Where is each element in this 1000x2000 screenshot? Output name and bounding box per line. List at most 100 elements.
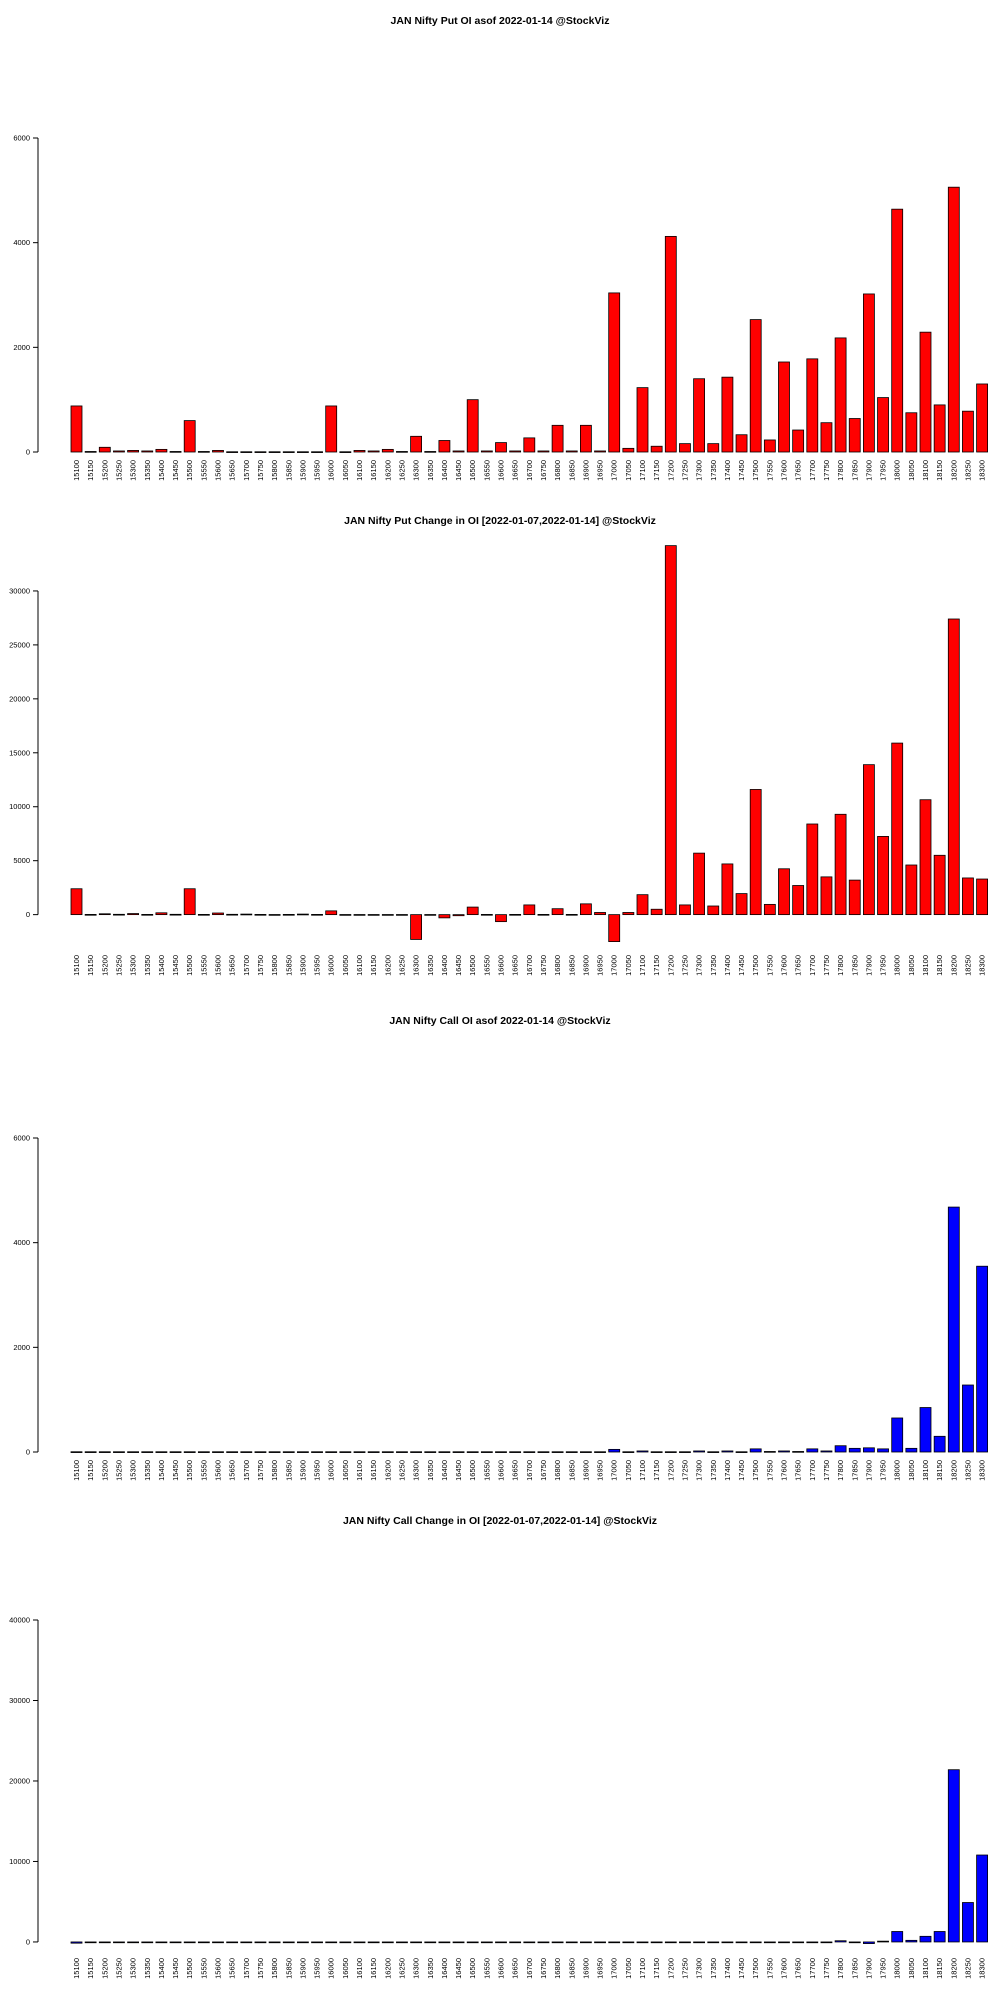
bar-16250 — [396, 1451, 408, 1453]
x-tick-label: 17500 — [751, 1958, 760, 1979]
x-tick-label: 16400 — [440, 955, 449, 976]
bar-15700 — [240, 451, 253, 453]
x-tick-label: 17300 — [695, 1958, 704, 1979]
bar-17750 — [820, 1941, 833, 1944]
x-tick-label: 15700 — [242, 955, 251, 976]
x-tick-label: 17800 — [836, 1958, 845, 1979]
chart-title: JAN Nifty Put OI asof 2022-01-14 @StockV… — [391, 15, 610, 27]
x-tick-label: 15600 — [214, 460, 223, 481]
x-tick-label: 16650 — [511, 955, 520, 976]
x-tick-label: 18300 — [978, 1958, 987, 1979]
x-tick-label: 15850 — [284, 1958, 293, 1979]
x-tick-label: 15350 — [143, 1460, 152, 1481]
bar-16300 — [410, 914, 423, 940]
x-tick-label: 17750 — [822, 1460, 831, 1481]
bar-17850 — [848, 418, 861, 453]
bar-15350 — [141, 450, 154, 453]
x-tick-label: 17600 — [780, 1958, 789, 1979]
x-tick-label: 17100 — [638, 1460, 647, 1481]
x-tick-label: 16100 — [355, 460, 364, 481]
x-tick-label: 17950 — [879, 1460, 888, 1481]
bar-17500 — [749, 319, 762, 453]
bar-16900 — [580, 903, 592, 916]
x-tick-label: 18050 — [907, 460, 916, 481]
bar-17650 — [792, 1451, 805, 1453]
bar-16700 — [523, 437, 536, 453]
bar-16000 — [325, 1941, 338, 1944]
x-tick-label: 17300 — [695, 1460, 704, 1481]
x-tick-label: 15750 — [256, 460, 265, 481]
x-tick-label: 15700 — [242, 460, 251, 481]
x-tick-label: 15450 — [171, 1958, 180, 1979]
y-tick-label: 4000 — [13, 1238, 30, 1247]
bar-17350 — [707, 443, 720, 453]
x-tick-label: 17900 — [864, 955, 873, 976]
bar-17600 — [778, 1450, 790, 1453]
bar-15800 — [268, 1941, 281, 1944]
bar-16750 — [537, 914, 550, 916]
x-tick-label: 16650 — [511, 1958, 520, 1979]
bar-17750 — [820, 876, 833, 916]
bar-18050 — [905, 1447, 918, 1453]
bar-15400 — [155, 448, 168, 453]
x-tick-label: 17500 — [751, 955, 760, 976]
bar-17700 — [806, 358, 819, 453]
bar-15700 — [240, 913, 253, 916]
bar-17400 — [721, 376, 734, 453]
bar-15250 — [113, 913, 125, 916]
bar-16650 — [509, 1941, 522, 1944]
chart-panel-1: JAN Nifty Put OI asof 2022-01-14 @StockV… — [13, 15, 988, 481]
x-tick-label: 17450 — [737, 1958, 746, 1979]
x-tick-label: 16750 — [539, 460, 548, 481]
y-tick-label: 0 — [26, 1937, 30, 1946]
bar-17200 — [664, 235, 677, 453]
x-tick-label: 17000 — [610, 1958, 619, 1979]
bar-15150 — [84, 1941, 97, 1944]
bar-15400 — [155, 1451, 168, 1453]
bar-15200 — [98, 446, 111, 453]
bar-17900 — [863, 1447, 875, 1453]
bar-17150 — [650, 1451, 663, 1453]
bar-17000 — [608, 292, 621, 453]
bar-18150 — [933, 854, 946, 916]
x-tick-label: 17300 — [695, 460, 704, 481]
x-tick-label: 15600 — [214, 1958, 223, 1979]
bar-18100 — [919, 1935, 932, 1943]
x-tick-label: 17050 — [624, 1460, 633, 1481]
bar-18100 — [919, 799, 932, 916]
x-tick-label: 15650 — [228, 460, 237, 481]
y-tick-label: 6000 — [13, 134, 30, 143]
x-tick-label: 17750 — [822, 460, 831, 481]
x-tick-label: 16050 — [341, 1460, 350, 1481]
x-tick-label: 15150 — [86, 1958, 95, 1979]
x-tick-label: 17200 — [666, 1958, 675, 1979]
x-tick-label: 16200 — [383, 460, 392, 481]
bar-17550 — [763, 1941, 776, 1944]
bar-17150 — [650, 908, 663, 916]
x-tick-label: 15100 — [72, 1460, 81, 1481]
x-tick-label: 15150 — [86, 460, 95, 481]
x-tick-label: 16000 — [327, 955, 336, 976]
x-tick-label: 17050 — [624, 955, 633, 976]
bar-17950 — [877, 836, 889, 916]
x-tick-label: 15250 — [114, 955, 123, 976]
y-tick-label: 5000 — [13, 856, 30, 865]
bar-16100 — [353, 1451, 366, 1453]
x-tick-label: 15550 — [199, 955, 208, 976]
bar-18300 — [976, 878, 988, 916]
x-tick-label: 17600 — [780, 955, 789, 976]
bar-17300 — [693, 1450, 705, 1453]
bar-15400 — [155, 1941, 168, 1944]
bar-15550 — [197, 1451, 210, 1453]
bar-17050 — [622, 447, 635, 453]
bar-16700 — [523, 904, 536, 916]
bar-15650 — [226, 451, 239, 453]
bar-17950 — [877, 1940, 889, 1943]
x-tick-label: 16300 — [412, 460, 421, 481]
bar-15850 — [282, 1941, 295, 1944]
bar-15650 — [226, 1941, 239, 1944]
bar-16200 — [381, 448, 394, 453]
x-tick-label: 18250 — [963, 955, 972, 976]
x-tick-label: 15150 — [86, 1460, 95, 1481]
x-tick-label: 15250 — [114, 460, 123, 481]
